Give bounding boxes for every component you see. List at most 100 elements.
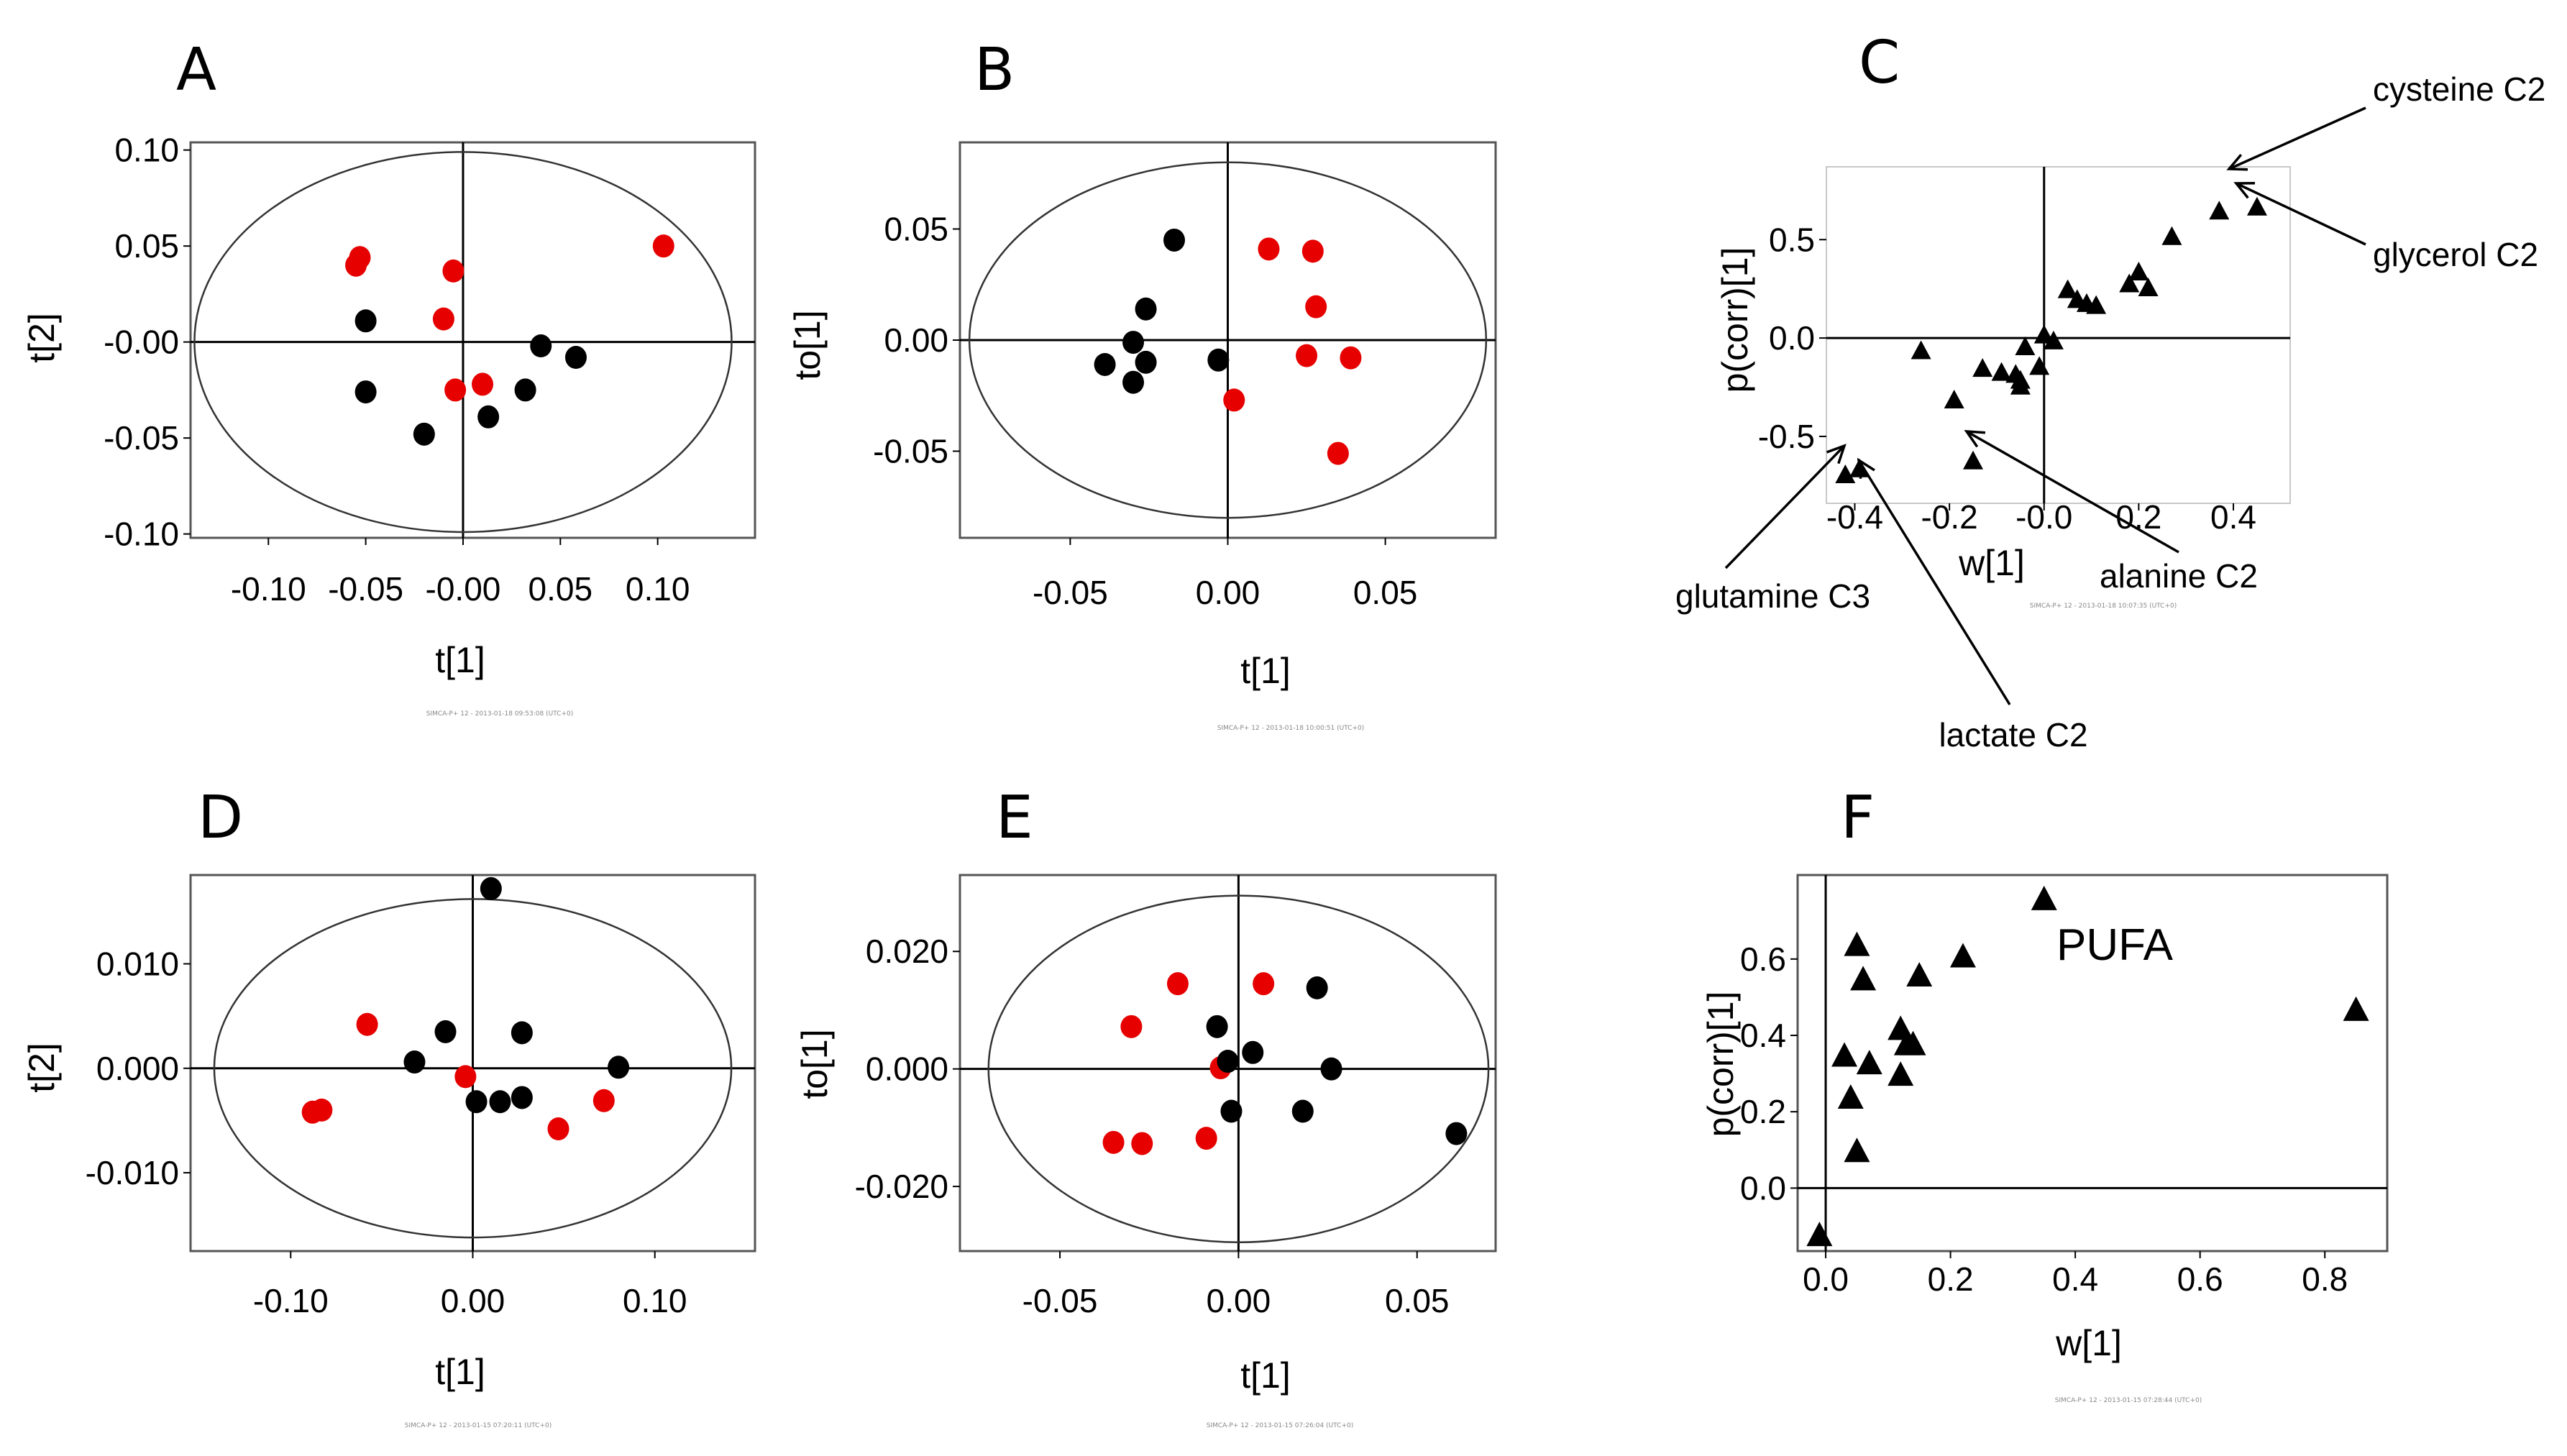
panel-letter: D: [198, 784, 243, 852]
x-tick-label: -0.00: [426, 570, 501, 608]
data-point-triangle: [2031, 885, 2057, 910]
data-point-black: [1163, 228, 1185, 252]
y-tick-label: 0.020: [866, 933, 948, 970]
y-tick-label: 0.000: [96, 1050, 179, 1087]
data-point-triangle: [1911, 340, 1931, 360]
data-point-triangle: [2057, 279, 2078, 298]
software-footer: SIMCA-P+ 12 - 2013-01-15 07:26:04 (UTC+0…: [1207, 1422, 1353, 1429]
y-axis-label: p(corr)[1]: [1715, 247, 1755, 393]
data-point-black: [511, 1086, 533, 1109]
data-point-triangle: [2010, 375, 2031, 395]
data-point-black: [1220, 1099, 1243, 1123]
x-tick-label: -0.10: [253, 1282, 329, 1319]
data-point-black: [489, 1090, 511, 1114]
panel-letter: E: [996, 784, 1033, 852]
plot-frame: [958, 874, 1497, 1253]
data-point-red: [472, 372, 494, 396]
data-point-black: [514, 378, 536, 402]
x-tick-label: 0.05: [1353, 574, 1418, 611]
confidence-ellipse: [968, 161, 1488, 519]
data-point-triangle: [1806, 1222, 1833, 1247]
data-point-black: [434, 1020, 457, 1043]
annotation-arrow-line: [1966, 430, 2179, 554]
x-tick-label: 0.0: [1803, 1260, 1849, 1298]
data-point-triangle: [2128, 262, 2149, 281]
data-point-black: [1122, 370, 1145, 394]
annotation-label: glutamine C3: [1675, 577, 1870, 615]
annotation-arrow-head: [1857, 457, 1875, 480]
data-point-black: [477, 405, 500, 429]
data-point-triangle: [1831, 1042, 1858, 1067]
panel-c: C-0.4 -0.2 -0.0 0.2 0.40.50.0-0.5w[1]p(corr)…: [1675, 29, 2545, 754]
plot-frame: [1796, 874, 2389, 1253]
x-tick-label: 0.2: [1928, 1260, 1974, 1298]
data-point-red: [432, 307, 454, 331]
data-point-black: [1306, 976, 1328, 999]
data-point-black: [480, 876, 502, 900]
x-tick-label: 0.05: [528, 570, 593, 608]
data-point-triangle: [2246, 196, 2267, 216]
confidence-ellipse: [193, 151, 733, 534]
data-point-triangle: [2029, 356, 2050, 375]
data-point-red: [1195, 1127, 1217, 1150]
y-axis-label: to[1]: [795, 1029, 835, 1099]
x-tick-label: -0.05: [1022, 1282, 1098, 1319]
x-tick-label: 0.10: [626, 570, 690, 608]
x-tick-label: 0.4: [2210, 498, 2256, 536]
x-axis-label: t[1]: [1240, 1355, 1290, 1396]
data-point-triangle: [2209, 201, 2230, 220]
y-tick-label: -0.10: [104, 516, 179, 553]
data-point-triangle: [1944, 389, 1964, 408]
annotation-label: PUFA: [2056, 920, 2174, 970]
panel-e: E -0.05 0.00 0.05 0.020 0.000 -0.020 t[1] to[1] S…: [795, 784, 1497, 1429]
x-tick-label: 0.00: [1196, 574, 1260, 611]
panel-letter: B: [974, 36, 1015, 104]
y-tick-label: 0.0: [1740, 1169, 1786, 1207]
x-tick-label: 0.4: [2052, 1260, 2098, 1298]
y-tick-label: -0.5: [1758, 418, 1815, 455]
data-point-black: [1291, 1099, 1314, 1123]
data-point-triangle: [1856, 1050, 1882, 1075]
data-point-black: [465, 1090, 488, 1114]
y-tick-label: 0.0: [1769, 319, 1815, 357]
data-point-black: [1242, 1040, 1264, 1064]
data-point-black: [413, 422, 435, 446]
data-point-triangle: [1850, 966, 1877, 991]
y-tick-label: 0.10: [114, 132, 179, 169]
data-point-black: [354, 380, 377, 404]
y-tick-label: 0.6: [1740, 940, 1786, 978]
data-point-triangle: [1837, 1084, 1864, 1109]
software-footer: SIMCA-P+ 12 - 2013-01-15 07:28:44 (UTC+0…: [2055, 1397, 2202, 1404]
y-tick-label: -0.020: [855, 1168, 948, 1205]
data-point-red: [1296, 344, 1318, 367]
x-tick-label: 0.6: [2177, 1260, 2223, 1298]
panel-a: A -0.10 -0.05 -0.00 0.05 0.10 0.10 0.05 -0.00 -0.…: [22, 36, 756, 718]
x-axis-label: w[1]: [1958, 543, 2025, 583]
y-axis-label: p(corr)[1]: [1701, 992, 1741, 1137]
y-tick-label: 0.05: [884, 211, 948, 248]
y-tick-label: -0.05: [104, 419, 179, 457]
panel-letter: A: [176, 36, 216, 104]
data-point-red: [444, 378, 467, 402]
data-point-black: [530, 334, 552, 358]
software-footer: SIMCA-P+ 12 - 2013-01-15 07:20:11 (UTC+0…: [405, 1422, 552, 1429]
annotation-label: lactate C2: [1939, 716, 2087, 754]
data-point-red: [356, 1012, 378, 1036]
data-point-red: [454, 1065, 477, 1089]
y-tick-label: 0.00: [884, 321, 948, 359]
data-point-red: [1166, 972, 1189, 996]
panel-d: D -0.10 0.00 0.10 0.010 0.000 -0.010 t[1] t[2] SI…: [22, 784, 756, 1429]
annotation-arrow-head: [1826, 444, 1847, 464]
panel-b: B -0.05 0.00 0.05 0.05 0.00 -0.05 t[1] to[1] SIMC…: [787, 36, 1497, 732]
annotation-arrow-head: [2226, 153, 2248, 171]
x-tick-label: 0.00: [1207, 1282, 1271, 1319]
y-tick-label: -0.010: [86, 1154, 179, 1191]
y-tick-label: -0.00: [104, 324, 179, 361]
x-tick-label: -0.4: [1826, 498, 1883, 536]
data-point-red: [1120, 1015, 1143, 1038]
data-point-triangle: [2119, 273, 2140, 293]
data-point-triangle: [2161, 226, 2182, 245]
data-point-triangle: [1835, 464, 1856, 483]
data-point-red: [1340, 346, 1362, 370]
